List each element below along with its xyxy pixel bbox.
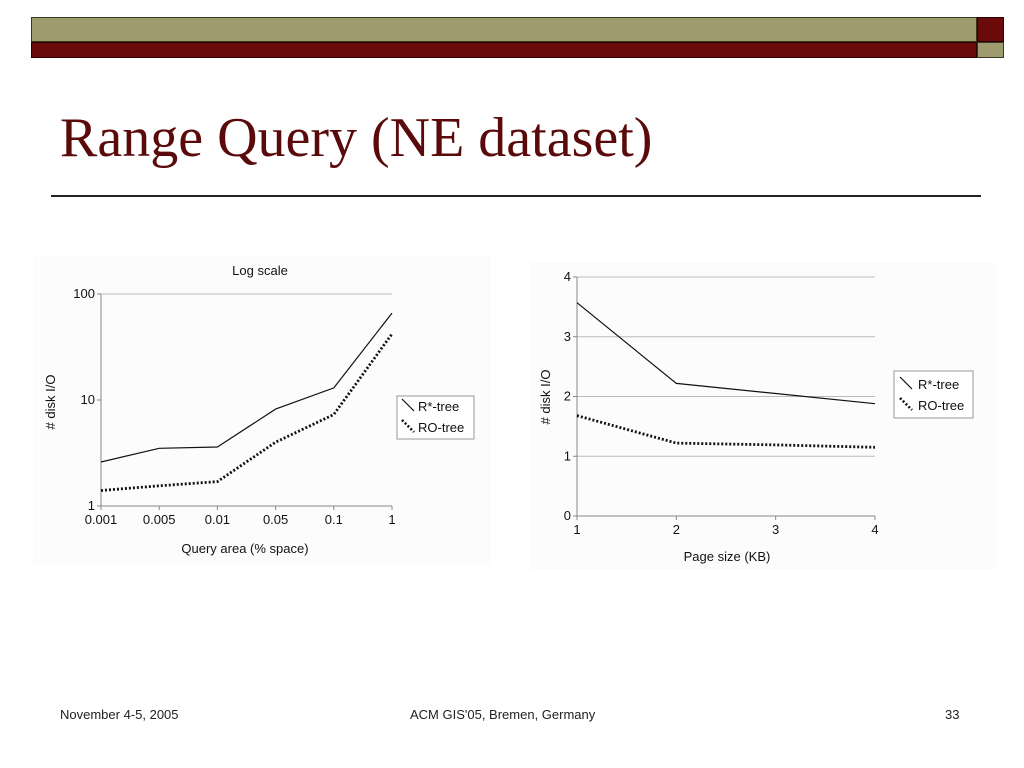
- legend-swatch-r-star-tree: [899, 376, 913, 390]
- plot-area: 1 10 100 0.001 0.005 0.01 0.05 0.1 1: [73, 286, 395, 527]
- legend-swatch-ro-tree: [899, 397, 913, 411]
- header-olive-bar: [31, 17, 977, 42]
- header-maroon-bar: [31, 42, 977, 58]
- chart-log-scale: Log scale 1 10 100 0.001 0.005 0.01 0.05 0.1 1 Q…: [33, 255, 491, 565]
- x-tick-label: 0.05: [263, 512, 288, 527]
- legend-label-r-star-tree: R*-tree: [918, 377, 959, 392]
- legend-label-r-star-tree: R*-tree: [418, 399, 459, 414]
- header-corner-maroon-square: [977, 17, 1004, 42]
- slide-title: Range Query (NE dataset): [60, 107, 653, 169]
- legend-label-ro-tree: RO-tree: [418, 420, 464, 435]
- series-line-ro-tree: [576, 414, 876, 449]
- footer-page-number: 33: [945, 707, 960, 722]
- legend-box: [396, 395, 475, 440]
- legend: R*-tree RO-tree: [396, 395, 475, 440]
- title-underline: [51, 195, 981, 197]
- series-line-r-star-tree: [100, 312, 393, 463]
- x-tick-label: 0.005: [143, 512, 176, 527]
- x-tick-label: 2: [673, 522, 680, 537]
- x-axis-label: Page size (KB): [684, 549, 771, 564]
- x-tick-label: 1: [573, 522, 580, 537]
- chart-title: Log scale: [232, 263, 288, 278]
- x-tick-label: 0.01: [205, 512, 230, 527]
- x-tick-label: 0.001: [85, 512, 118, 527]
- y-axis-label: # disk I/O: [538, 370, 553, 425]
- y-tick-label: 4: [564, 269, 571, 284]
- legend-box: [893, 370, 974, 419]
- series-line-r-star-tree: [576, 302, 876, 405]
- y-tick-label: 1: [564, 448, 571, 463]
- y-tick-label: 10: [81, 392, 95, 407]
- x-tick-label: 4: [871, 522, 878, 537]
- y-axis-label: # disk I/O: [43, 375, 58, 430]
- legend-label-ro-tree: RO-tree: [918, 398, 964, 413]
- y-tick-label: 2: [564, 389, 571, 404]
- series-group: [576, 302, 876, 449]
- footer-venue: ACM GIS'05, Bremen, Germany: [410, 707, 596, 722]
- y-tick-label: 0: [564, 508, 571, 523]
- series-line-ro-tree: [100, 333, 394, 492]
- x-tick-label: 0.1: [325, 512, 343, 527]
- x-axis-label: Query area (% space): [181, 541, 308, 556]
- legend: R*-tree RO-tree: [893, 370, 974, 419]
- y-tick-label: 100: [73, 286, 95, 301]
- y-tick-label: 1: [88, 498, 95, 513]
- legend-swatch-ro-tree: [401, 419, 415, 433]
- legend-swatch-r-star-tree: [401, 398, 415, 412]
- x-tick-label: 1: [388, 512, 395, 527]
- series-group: [100, 312, 394, 492]
- x-tick-label: 3: [772, 522, 779, 537]
- y-tick-label: 3: [564, 329, 571, 344]
- header-corner-olive-square: [977, 42, 1004, 58]
- footer-date: November 4-5, 2005: [60, 707, 179, 722]
